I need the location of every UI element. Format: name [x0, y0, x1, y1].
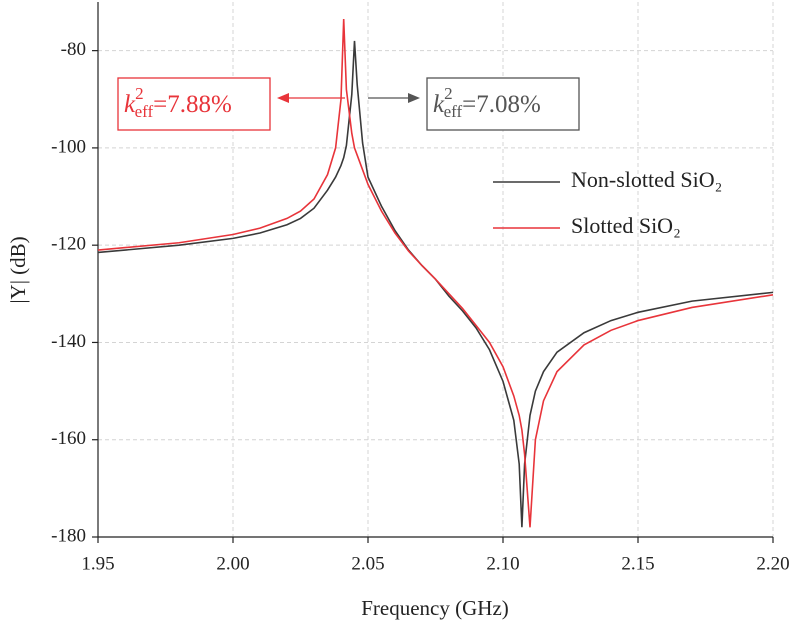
- annotation-sup: 2: [135, 84, 144, 103]
- annotation-sub: eff: [444, 102, 463, 121]
- annotation-box: [426, 77, 580, 131]
- annotation-arrowhead: [408, 93, 420, 103]
- annotation-text: k2 eff=7.88%: [124, 84, 232, 121]
- y-tick-label: -80: [61, 39, 86, 60]
- y-tick-label: -160: [51, 428, 86, 449]
- y-tick-label: -140: [51, 331, 86, 352]
- annotation-symbol: k: [124, 91, 136, 118]
- x-tick-label: 1.95: [81, 553, 114, 574]
- legend-label: Slotted SiO₂: [571, 213, 681, 238]
- annotation-value: =7.08%: [462, 91, 541, 118]
- x-tick-label: 2.15: [621, 553, 654, 574]
- legend-label: Non-slotted SiO₂: [571, 167, 722, 192]
- annotation-sup: 2: [444, 84, 453, 103]
- y-tick-label: -120: [51, 234, 86, 255]
- annotation-symbol: k: [433, 91, 445, 118]
- y-tick-label: -100: [51, 136, 86, 157]
- annotation-value: =7.88%: [153, 91, 232, 118]
- x-tick-label: 2.00: [216, 553, 249, 574]
- x-tick-label: 2.10: [486, 553, 519, 574]
- x-tick-label: 2.05: [351, 553, 384, 574]
- annotation-box: [117, 77, 271, 131]
- y-axis-label: |Y| (dB): [6, 236, 30, 303]
- annotation-sub: eff: [135, 102, 154, 121]
- series-line: [97, 18, 774, 528]
- x-tick-label: 2.20: [756, 553, 789, 574]
- x-axis-label: Frequency (GHz): [361, 596, 509, 620]
- y-tick-label: -180: [51, 525, 86, 546]
- annotation-text: k2 eff=7.08%: [433, 84, 541, 121]
- annotation-arrowhead: [277, 93, 289, 103]
